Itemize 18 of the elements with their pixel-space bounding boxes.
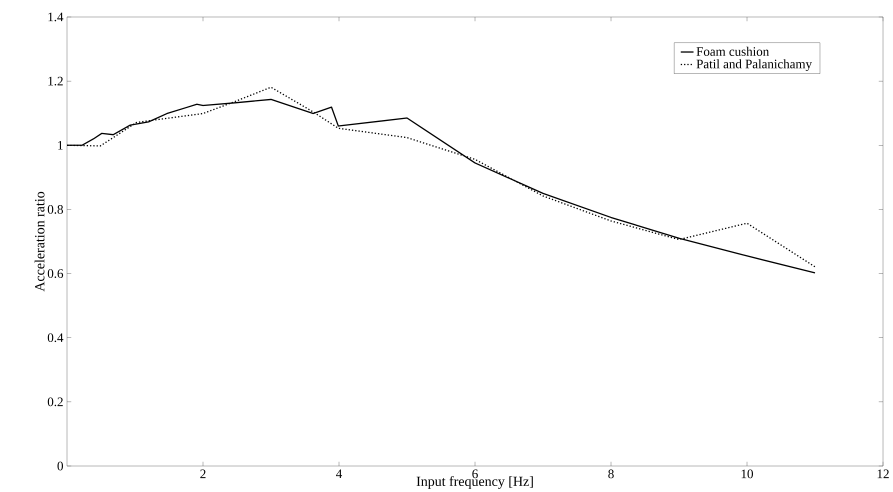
y-tick-label: 0.6 (48, 269, 64, 278)
x-tick-label: 10 (742, 470, 753, 478)
y-tick-label: 0.2 (48, 397, 63, 406)
x-tick-label: 2 (200, 470, 206, 478)
x-tick-label: 12 (878, 470, 889, 478)
y-tick-label: 0 (58, 462, 63, 470)
y-tick-label: 0.4 (48, 333, 64, 342)
y-tick-label: 0.8 (48, 205, 63, 214)
y-tick-label: 1.2 (48, 76, 63, 86)
x-tick-label: 8 (608, 470, 614, 478)
legend-label: Patil and Palanichamy (696, 59, 812, 72)
legend-label: Foam cushion (696, 46, 770, 56)
x-tick-label: 4 (336, 470, 342, 478)
x-axis-title: Input frequency [Hz] (416, 476, 533, 489)
y-axis-title: Acceleration ratio (34, 192, 44, 292)
x-tick-label: 6 (472, 470, 478, 478)
y-tick-label: 1 (58, 141, 63, 150)
y-tick-label: 1.4 (48, 12, 64, 22)
